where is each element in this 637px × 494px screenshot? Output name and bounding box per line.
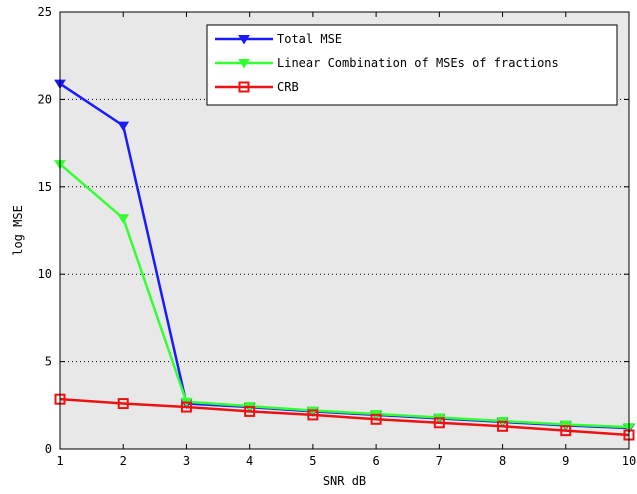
axis-ticks: 1 2 3 4 5 6 7 8 9 10 0 5 10 15 20 25	[38, 5, 637, 468]
legend-box	[206, 24, 618, 106]
data-point-s2-5	[370, 413, 382, 425]
legend-swatch-marker	[238, 81, 250, 93]
legend-item-1: Linear Combination of MSEs of fractions	[215, 56, 559, 70]
data-point-s2-2	[180, 401, 192, 413]
x-tick-label: 2	[120, 454, 127, 468]
legend-swatch-marker	[238, 59, 250, 69]
x-axis-label: SNR dB	[323, 474, 366, 488]
data-point-s2-6	[433, 417, 445, 429]
data-point-s0-1	[117, 121, 130, 132]
data-point-s2-3	[244, 405, 256, 417]
y-tick-label: 10	[38, 267, 52, 281]
x-tick-label: 3	[183, 454, 190, 468]
legend-label: CRB	[277, 80, 299, 94]
x-tick-label: 8	[499, 454, 506, 468]
y-tick-label: 25	[38, 5, 52, 19]
plot-frame	[59, 11, 630, 450]
x-tick-label: 10	[622, 454, 636, 468]
y-tick-label: 20	[38, 92, 52, 106]
x-tick-label: 7	[436, 454, 443, 468]
legend-swatch-marker	[238, 35, 250, 45]
x-tick-label: 6	[372, 454, 379, 468]
y-tick-label: 15	[38, 180, 52, 194]
y-axis-label: log MSE	[11, 205, 25, 256]
legend-label: Total MSE	[277, 32, 342, 46]
legend-label: Linear Combination of MSEs of fractions	[277, 56, 559, 70]
y-tick-label: 5	[45, 355, 52, 369]
x-tick-label: 1	[56, 454, 63, 468]
series-2	[54, 393, 635, 441]
x-tick-label: 9	[562, 454, 569, 468]
x-tick-label: 5	[309, 454, 316, 468]
data-point-s1-8	[559, 420, 572, 430]
legend-item-0: Total MSE	[215, 32, 342, 46]
y-tick-label: 0	[45, 442, 52, 456]
series-layer	[54, 79, 635, 441]
x-tick-label: 4	[246, 454, 253, 468]
legend-item-2: CRB	[215, 80, 299, 94]
legend: Total MSE Linear Combination of MSEs of f…	[206, 24, 618, 106]
series-line-2	[59, 397, 630, 437]
data-point-s2-8	[560, 425, 572, 437]
data-point-s2-1	[117, 398, 129, 410]
series-line-1	[59, 163, 630, 429]
data-point-s2-7	[497, 420, 509, 432]
data-point-s1-1	[117, 214, 130, 224]
data-point-s2-4	[307, 409, 319, 421]
